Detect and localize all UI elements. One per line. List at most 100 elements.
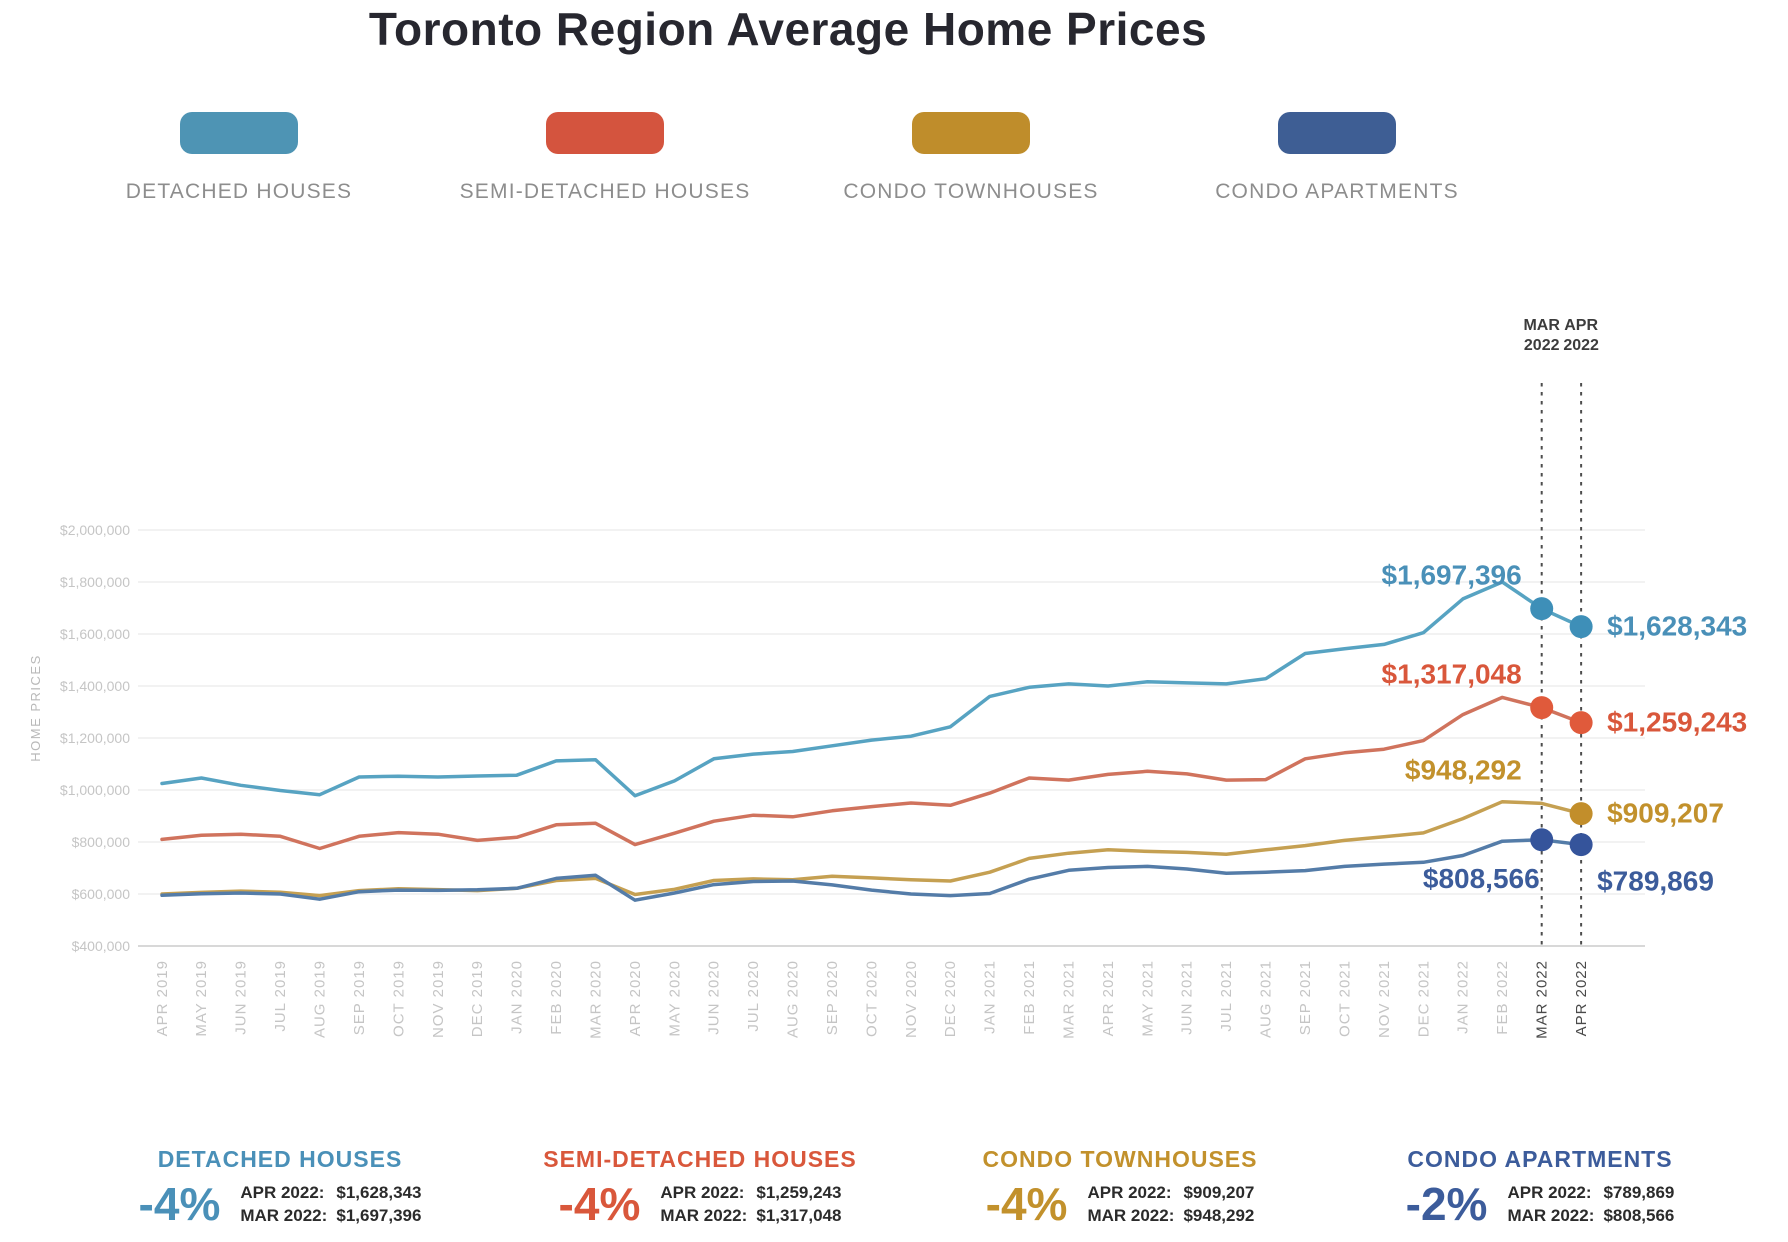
summary-heading: DETACHED HOUSES [157, 1146, 403, 1172]
summary-value-line: APR 2022: $909,207 [1087, 1183, 1255, 1202]
legend-label: CONDO APARTMENTS [1215, 180, 1459, 203]
series-line-0 [160, 580, 1583, 798]
x-tick-label: JUL 2021 [1218, 960, 1235, 1032]
x-tick-label: JUN 2020 [706, 960, 723, 1035]
value-label: $1,259,243 [1607, 707, 1747, 738]
mar-2022-header: 2022 [1524, 337, 1560, 354]
value-label: $1,317,048 [1382, 659, 1522, 690]
y-tick-label: $1,000,000 [60, 782, 130, 798]
value-label: $1,628,343 [1607, 611, 1747, 642]
x-tick-label: JUN 2019 [233, 960, 250, 1035]
x-tick-label: OCT 2019 [390, 960, 407, 1037]
page-title: Toronto Region Average Home Prices [368, 3, 1208, 55]
series-line-1 [160, 695, 1583, 851]
legend-item-1: SEMI-DETACHED HOUSES [422, 112, 788, 204]
summary-card-0: DETACHED HOUSES -4% APR 2022: $1,628,343 MAR… [70, 1146, 490, 1227]
x-tick-label: JAN 2022 [1455, 960, 1472, 1034]
x-tick-label: APR 2020 [627, 960, 644, 1036]
y-tick-label: $1,200,000 [60, 730, 130, 746]
value-label: $1,697,396 [1382, 560, 1522, 591]
y-axis-label: HOME PRICES [28, 654, 43, 762]
x-tick-label: MAY 2020 [666, 960, 683, 1037]
series-dot-3 [1569, 833, 1593, 857]
summary-card-3: CONDO APARTMENTS -2% APR 2022: $789,869 MAR … [1330, 1146, 1750, 1227]
series-line-2 [160, 799, 1583, 898]
summary-change: -4% [558, 1178, 641, 1230]
x-tick-label: JAN 2021 [982, 960, 999, 1034]
summary-heading: CONDO TOWNHOUSES [982, 1146, 1258, 1172]
value-label: $948,292 [1405, 754, 1522, 785]
summary-values: APR 2022: $1,628,343 MAR 2022: $1,697,396 [240, 1182, 421, 1226]
x-tick-label: NOV 2020 [903, 960, 920, 1038]
y-tick-label: $2,000,000 [60, 522, 130, 538]
series-dot-1 [1530, 696, 1554, 720]
x-tick-label: SEP 2021 [1297, 960, 1314, 1035]
x-tick-label: DEC 2020 [942, 960, 959, 1037]
x-tick-label: DEC 2019 [469, 960, 486, 1037]
y-tick-label: $1,400,000 [60, 678, 130, 694]
x-tick-label: AUG 2021 [1258, 960, 1275, 1038]
series-dot-0 [1569, 615, 1593, 639]
summary-values: APR 2022: $789,869 MAR 2022: $808,566 [1507, 1182, 1674, 1226]
legend-label: DETACHED HOUSES [125, 180, 353, 203]
summary-value-line: MAR 2022: $1,697,396 [240, 1206, 422, 1225]
summary-card-1: SEMI-DETACHED HOUSES -4% APR 2022: $1,259,2… [490, 1146, 910, 1227]
series-dot-3 [1530, 828, 1554, 852]
x-tick-label: NOV 2019 [430, 960, 447, 1038]
legend-item-2: CONDO TOWNHOUSES [788, 112, 1154, 204]
x-tick-label: OCT 2020 [863, 960, 880, 1037]
x-tick-label: JUL 2019 [272, 960, 289, 1032]
x-tick-label: SEP 2020 [824, 960, 841, 1035]
y-tick-label: $1,600,000 [60, 626, 130, 642]
apr-2022-header: APR [1564, 317, 1598, 334]
summary-body: -4% APR 2022: $909,207 MAR 2022: $948,292 [986, 1181, 1255, 1227]
summary-change: -4% [985, 1178, 1068, 1230]
summary-body: -4% APR 2022: $1,628,343 MAR 2022: $1,697,39… [139, 1181, 422, 1227]
y-tick-label: $600,000 [72, 886, 131, 902]
x-tick-label: JAN 2020 [509, 960, 526, 1034]
value-label: $909,207 [1607, 798, 1724, 829]
x-tick-label: AUG 2019 [311, 960, 328, 1038]
x-tick-label: JUN 2021 [1179, 960, 1196, 1035]
legend: DETACHED HOUSES SEMI-DETACHED HOUSES CONDO… [56, 112, 1520, 204]
summary-value-line: MAR 2022: $808,566 [1507, 1206, 1675, 1225]
x-tick-label: FEB 2020 [548, 960, 565, 1035]
summary-value-line: APR 2022: $789,869 [1507, 1183, 1675, 1202]
legend-swatch [912, 112, 1030, 154]
x-tick-label: APR 2021 [1100, 960, 1117, 1036]
summary-change: -2% [1405, 1178, 1488, 1230]
summary-value-line: MAR 2022: $948,292 [1087, 1206, 1255, 1225]
legend-swatch [546, 112, 664, 154]
summary-change: -4% [138, 1178, 221, 1230]
x-tick-label: FEB 2021 [1021, 960, 1038, 1035]
x-tick-label: MAR 2021 [1060, 960, 1077, 1039]
y-tick-label: $400,000 [72, 938, 131, 954]
series-line-3 [160, 838, 1583, 902]
x-tick-label: DEC 2021 [1415, 960, 1432, 1037]
series-dot-0 [1530, 597, 1554, 621]
x-tick-label: APR 2019 [154, 960, 171, 1036]
x-tick-label: SEP 2019 [351, 960, 368, 1035]
summary-body: -2% APR 2022: $789,869 MAR 2022: $808,566 [1406, 1181, 1675, 1227]
y-tick-label: $800,000 [72, 834, 131, 850]
x-tick-label: MAY 2019 [193, 960, 210, 1037]
x-tick-label: AUG 2020 [785, 960, 802, 1038]
summary-heading: CONDO APARTMENTS [1407, 1146, 1673, 1172]
x-tick-label: MAR 2022 [1534, 960, 1551, 1039]
summary-value-line: MAR 2022: $1,317,048 [660, 1206, 842, 1225]
summary-value-line: APR 2022: $1,628,343 [240, 1183, 422, 1202]
legend-item-3: CONDO APARTMENTS [1154, 112, 1520, 204]
legend-item-0: DETACHED HOUSES [56, 112, 422, 204]
x-tick-label: APR 2022 [1573, 960, 1590, 1036]
legend-swatch [1278, 112, 1396, 154]
summary-body: -4% APR 2022: $1,259,243 MAR 2022: $1,317,04… [559, 1181, 842, 1227]
apr-2022-header: 2022 [1563, 337, 1599, 354]
series-dot-2 [1569, 802, 1593, 826]
x-tick-label: OCT 2021 [1336, 960, 1353, 1037]
summary-values: APR 2022: $1,259,243 MAR 2022: $1,317,048 [660, 1182, 841, 1226]
y-tick-label: $1,800,000 [60, 574, 130, 590]
x-tick-label: MAR 2020 [587, 960, 604, 1039]
summary-value-line: APR 2022: $1,259,243 [660, 1183, 842, 1202]
summary-card-2: CONDO TOWNHOUSES -4% APR 2022: $909,207 MAR … [910, 1146, 1330, 1227]
